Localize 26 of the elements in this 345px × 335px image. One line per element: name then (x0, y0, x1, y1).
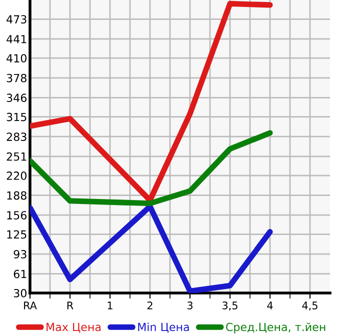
x-tick-label: 3 (187, 302, 192, 310)
legend-label: Max Цена (46, 322, 101, 333)
x-tick-label: R (67, 302, 74, 310)
y-tick-label: 441 (6, 35, 26, 44)
x-tick-label: 1 (108, 302, 112, 310)
legend-label: Сред.Цена, т.йен (226, 322, 326, 334)
x-tick-label: 4 (267, 302, 273, 310)
y-tick-label: 473 (6, 15, 26, 24)
y-tick-label: 410 (6, 54, 26, 62)
y-tick-label: 346 (6, 94, 27, 102)
y-tick-label: 61 (14, 270, 26, 278)
y-tick-label: 30 (14, 288, 26, 298)
y-tick-label: 156 (7, 211, 27, 220)
x-tick-label: RA (24, 302, 37, 310)
y-tick-label: 251 (6, 152, 26, 161)
x-tick-label: 4,5 (302, 302, 318, 310)
y-tick-label: 315 (6, 112, 26, 122)
y-tick-label: 93 (14, 250, 26, 258)
y-tick-label: 125 (7, 230, 26, 239)
x-tick-label: 3,5 (222, 302, 238, 310)
y-tick-label: 283 (6, 132, 26, 141)
y-tick-label: 188 (7, 191, 26, 200)
y-tick-label: 378 (6, 74, 26, 82)
legend-label: Min Цена (138, 322, 189, 333)
x-tick-label: 2 (147, 302, 152, 310)
y-tick-label: 220 (6, 172, 26, 180)
